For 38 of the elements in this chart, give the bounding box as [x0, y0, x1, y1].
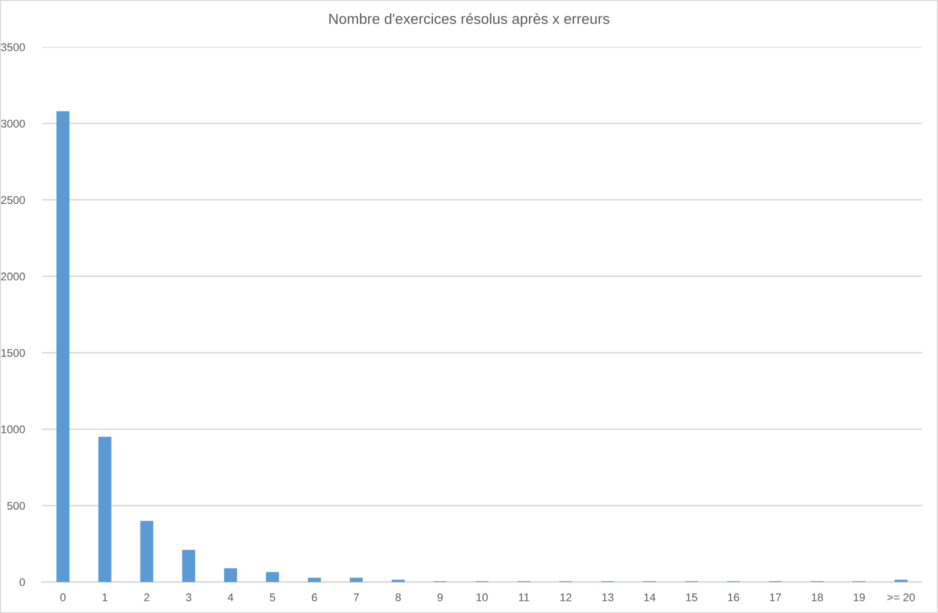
x-tick-label: 4: [228, 594, 234, 602]
x-tick-label: 8: [396, 593, 401, 602]
bar: [308, 578, 321, 582]
x-tick-label: 10: [476, 593, 488, 602]
x-tick-label: 1: [102, 594, 108, 602]
y-tick-label: 2500: [1, 196, 25, 204]
y-tick-label: 3500: [1, 43, 25, 52]
x-tick-label: 16: [728, 593, 740, 602]
bar: [182, 550, 196, 582]
x-tick-label: 5: [270, 594, 276, 602]
x-tick-label: 0: [60, 593, 66, 602]
x-tick-label: 7: [354, 594, 359, 602]
x-tick-label: 19: [854, 593, 865, 602]
y-tick-label: 500: [7, 502, 25, 510]
x-tick-label: 12: [560, 593, 572, 602]
bar: [56, 111, 70, 582]
bar: [140, 520, 154, 582]
x-tick-label: >= 20: [887, 593, 915, 602]
x-tick-label: 3: [186, 593, 192, 602]
x-tick-label: 14: [644, 594, 656, 602]
y-tick-label: 1500: [1, 348, 25, 357]
x-tick-label: 13: [602, 593, 614, 602]
y-tick-label: 3000: [1, 120, 25, 128]
bar: [224, 568, 238, 582]
bar: [98, 436, 112, 582]
chart-title: Nombre d'exercices résolus après x erreurs: [329, 13, 610, 27]
x-tick-label: 6: [312, 593, 317, 602]
x-tick-label: 15: [686, 594, 698, 602]
x-tick-label: 2: [144, 593, 150, 602]
x-tick-label: 9: [438, 593, 443, 602]
x-tick-label: 18: [812, 593, 823, 602]
y-tick-label: 1000: [1, 425, 25, 434]
y-tick-label: 2000: [1, 272, 25, 280]
x-tick-label: 11: [518, 594, 530, 602]
bar: [266, 572, 279, 582]
bar: [350, 578, 363, 582]
x-tick-label: 17: [770, 594, 781, 602]
y-tick-label: 0: [20, 578, 25, 586]
